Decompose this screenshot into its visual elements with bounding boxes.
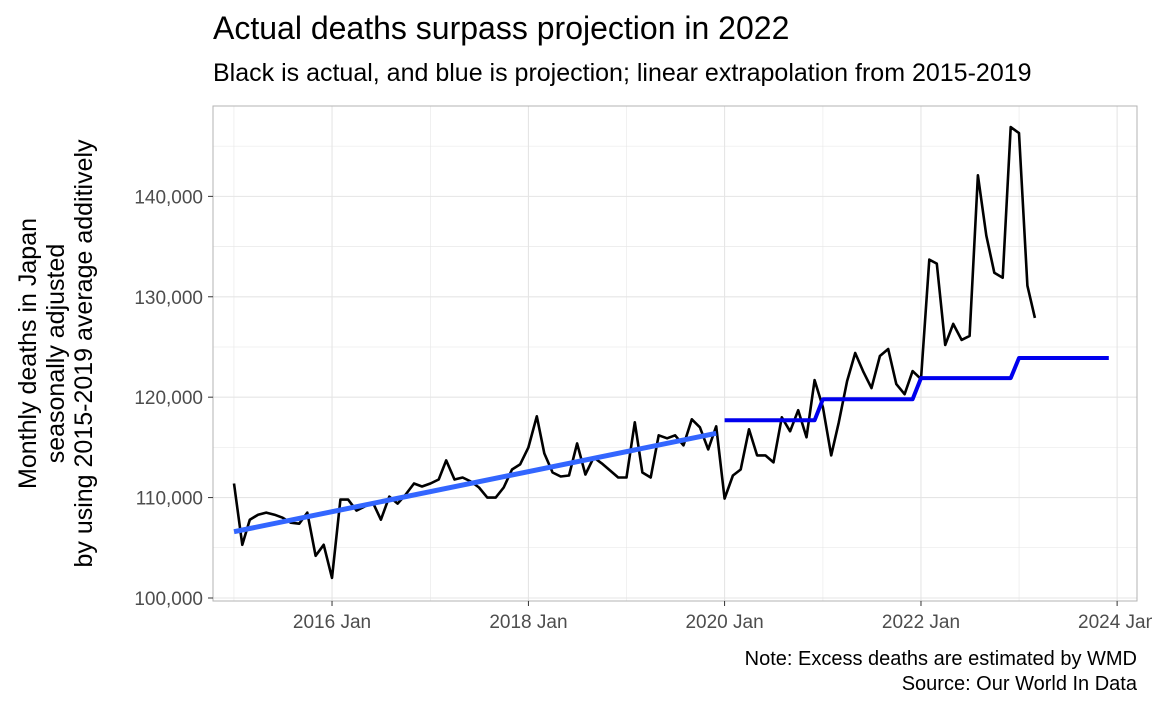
y-axis-label-line: seasonally adjusted — [42, 244, 70, 464]
y-axis: 100,000 110,000 120,000 130,000 140,000 — [134, 187, 213, 610]
linear-fit-series-line — [233, 430, 717, 535]
y-tick-label: 100,000 — [134, 589, 203, 610]
chart-title: Actual deaths surpass projection in 2022 — [213, 10, 790, 46]
chart-note: Note: Excess deaths are estimated by WMD… — [745, 647, 1137, 697]
note-line: Note: Excess deaths are estimated by WMD — [744, 648, 1137, 670]
x-tick-label: 2018 Jan — [489, 612, 567, 633]
x-tick-label: 2016 Jan — [293, 612, 371, 633]
y-axis-label-line: Monthly deaths in Japan — [14, 218, 42, 489]
y-tick-label: 130,000 — [134, 288, 203, 309]
series-layer — [232, 125, 1109, 580]
plot-panel — [213, 106, 1137, 601]
y-axis-label: Monthly deaths in Japan seasonally adjust… — [14, 139, 98, 568]
chart-subtitle: Black is actual, and blue is projection;… — [213, 59, 1032, 87]
grid — [213, 106, 1137, 601]
y-axis-label-line: by using 2015-2019 average additively — [70, 139, 98, 568]
x-tick-label: 2024 Jan — [1078, 612, 1152, 633]
x-tick-label: 2020 Jan — [685, 612, 763, 633]
y-tick-label: 120,000 — [134, 388, 203, 409]
projection-series-line — [724, 356, 1109, 423]
y-tick-label: 140,000 — [134, 187, 203, 208]
plot-frame — [212, 105, 1138, 602]
x-tick-label: 2022 Jan — [882, 612, 960, 633]
x-axis: 2016 Jan 2018 Jan 2020 Jan 2022 Jan 2024 Jan — [293, 601, 1152, 633]
source-line: Source: Our World In Data — [901, 673, 1137, 695]
y-tick-label: 110,000 — [136, 489, 203, 510]
